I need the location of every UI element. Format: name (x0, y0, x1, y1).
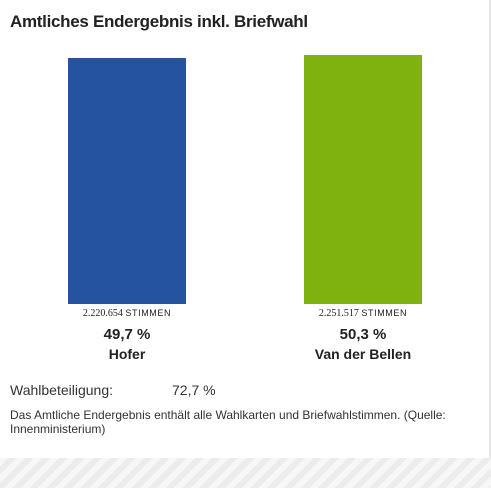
percent-label: 50,3 % (339, 326, 387, 343)
vote-count-label: 2.220.654 STIMMEN (82, 308, 172, 319)
turnout-value: 72,7 % (172, 382, 216, 398)
turnout-label: Wahlbeteiligung: (10, 382, 113, 398)
bar-van-der-bellen (304, 55, 422, 304)
chart-title: Amtliches Endergebnis inkl. Briefwahl (10, 12, 308, 31)
bar-hofer (68, 57, 186, 304)
percent-label: 49,7 % (103, 326, 151, 343)
bottom-pattern-band (0, 458, 491, 488)
vote-count-label: 2.251.517 STIMMEN (318, 308, 408, 319)
right-divider (489, 0, 491, 458)
candidate-name: Van der Bellen (314, 346, 412, 362)
source-note: Das Amtliche Endergebnis enthält alle Wa… (10, 408, 446, 436)
candidate-name: Hofer (108, 346, 146, 362)
bar-chart: 2.220.654 STIMMEN 49,7 % Hofer 2.251.517 ST… (68, 55, 422, 362)
